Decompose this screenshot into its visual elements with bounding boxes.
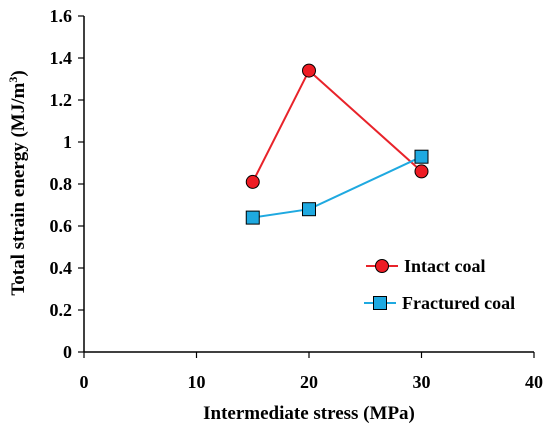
y-tick-label: 0.6 <box>50 216 73 236</box>
data-point-1 <box>245 210 260 225</box>
y-tick-label: 1.6 <box>50 6 73 26</box>
x-tick-labels: 0 10 20 30 40 <box>80 372 544 392</box>
y-axis-title-main: Total strain energy (MJ/m <box>8 82 29 295</box>
data-point-1 <box>302 202 316 217</box>
data-point-0 <box>302 63 316 78</box>
series-line-1 <box>252 155 422 219</box>
y-tick-label: 0.4 <box>50 258 73 278</box>
series-markers <box>245 63 429 225</box>
x-axis-title: Intermediate stress (MPa) <box>203 403 415 424</box>
series-line-0 <box>251 68 423 183</box>
y-tick-labels: 0 0.2 0.4 0.6 0.8 1 1.2 1.4 1.6 <box>50 6 73 362</box>
y-tick-label: 0.2 <box>50 300 73 320</box>
axes <box>78 15 535 358</box>
x-tick-label: 10 <box>188 372 206 392</box>
y-tick-label: 0.8 <box>50 174 73 194</box>
y-tick-label: 1 <box>63 132 72 152</box>
data-point-0 <box>414 164 429 179</box>
y-axis-title-superscript: 3 <box>6 77 20 83</box>
x-tick-label: 0 <box>80 372 89 392</box>
y-tick-label: 0 <box>63 342 72 362</box>
y-tick-label: 1.4 <box>50 48 73 68</box>
x-tick-label: 30 <box>413 372 431 392</box>
series-lines <box>251 68 423 219</box>
legend-label-intact-coal: Intact coal <box>404 256 485 276</box>
y-axis-title: Total strain energy (MJ/m3) <box>6 70 29 295</box>
x-tick-label: 20 <box>300 372 318 392</box>
data-point-1 <box>414 149 429 164</box>
legend-label-fractured-coal: Fractured coal <box>402 293 515 313</box>
legend-marker-intact-coal <box>375 259 389 273</box>
legend-marker-fractured-coal <box>373 296 387 310</box>
y-axis-title-close: ) <box>8 70 29 76</box>
y-tick-label: 1.2 <box>50 90 73 110</box>
x-tick-label: 40 <box>525 372 543 392</box>
legend: Intact coal Fractured coal <box>364 256 515 313</box>
data-point-0 <box>245 174 260 189</box>
legend-item-fractured-coal: Fractured coal <box>364 293 515 313</box>
legend-item-intact-coal: Intact coal <box>366 256 485 276</box>
